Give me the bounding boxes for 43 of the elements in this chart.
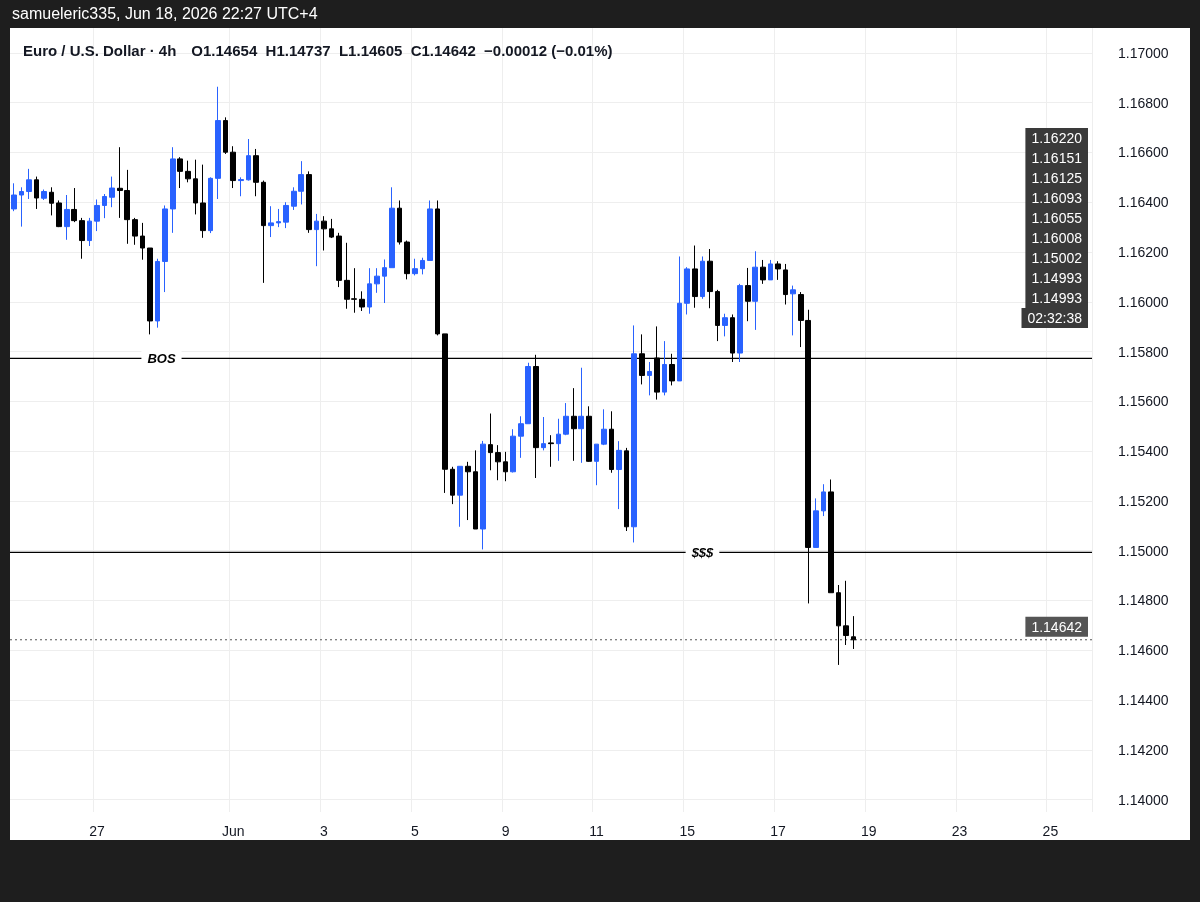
- y-tick-label: 1.16600: [1118, 144, 1169, 161]
- y-tick-label: 1.14800: [1118, 592, 1169, 609]
- annotation: 1.15002: [1031, 250, 1083, 266]
- y-tick-label: 1.15800: [1118, 343, 1169, 360]
- ref-line-label: BOS: [147, 350, 176, 366]
- annotation: 1.16125: [1031, 170, 1083, 186]
- y-tick-label: 1.14400: [1118, 692, 1169, 708]
- annotation: 1.14993: [1031, 270, 1083, 286]
- text: samueleric335, Jun 18, 2026 22:27 UTC+4: [12, 5, 318, 23]
- x-tick-label: 25: [1042, 823, 1059, 839]
- y-tick-label: 1.15200: [1118, 492, 1169, 509]
- y-tick-label: 1.15600: [1118, 393, 1169, 410]
- ref-line-label: $$$: [690, 544, 715, 560]
- y-tick-label: 1.14200: [1118, 741, 1169, 758]
- annotation: 1.16220: [1031, 130, 1083, 146]
- text: O1.14654 H1.14737 L1.14605 C1.14642 −0.00012 (−0.01%): [191, 41, 613, 59]
- x-tick-label: 27: [89, 823, 106, 839]
- annotation: 02:32:38: [1027, 310, 1083, 326]
- ref-line-label: 1.14642: [1031, 618, 1083, 635]
- annotation: 1.16008: [1031, 230, 1083, 246]
- annotation: 1.16093: [1031, 190, 1083, 206]
- y-tick-label: 1.16200: [1118, 244, 1169, 260]
- text: Euro / U.S. Dollar · 4h: [23, 41, 177, 59]
- y-tick-label: 1.16000: [1118, 293, 1169, 310]
- y-tick-label: 1.16400: [1118, 194, 1169, 211]
- x-tick-label: 15: [679, 823, 696, 839]
- annotation: 1.16151: [1031, 150, 1083, 166]
- x-tick-label: 9: [501, 823, 510, 839]
- x-tick-label: Jun: [221, 823, 245, 839]
- x-tick-label: 5: [410, 823, 419, 839]
- x-tick-label: 19: [861, 823, 877, 839]
- y-tick-label: 1.14600: [1118, 642, 1169, 659]
- y-tick-label: 1.15000: [1118, 542, 1169, 559]
- x-tick-label: 23: [951, 823, 968, 839]
- y-tick-label: 1.15400: [1118, 443, 1169, 460]
- x-tick-label: 17: [770, 823, 786, 839]
- y-tick-label: 1.16800: [1118, 94, 1169, 111]
- y-tick-label: 1.17000: [1118, 44, 1169, 61]
- x-tick-label: 11: [589, 823, 604, 839]
- x-tick-label: 3: [320, 823, 329, 839]
- annotation: 1.14993: [1031, 290, 1083, 306]
- y-tick-label: 1.14000: [1118, 791, 1169, 808]
- annotation: 1.16055: [1031, 210, 1083, 226]
